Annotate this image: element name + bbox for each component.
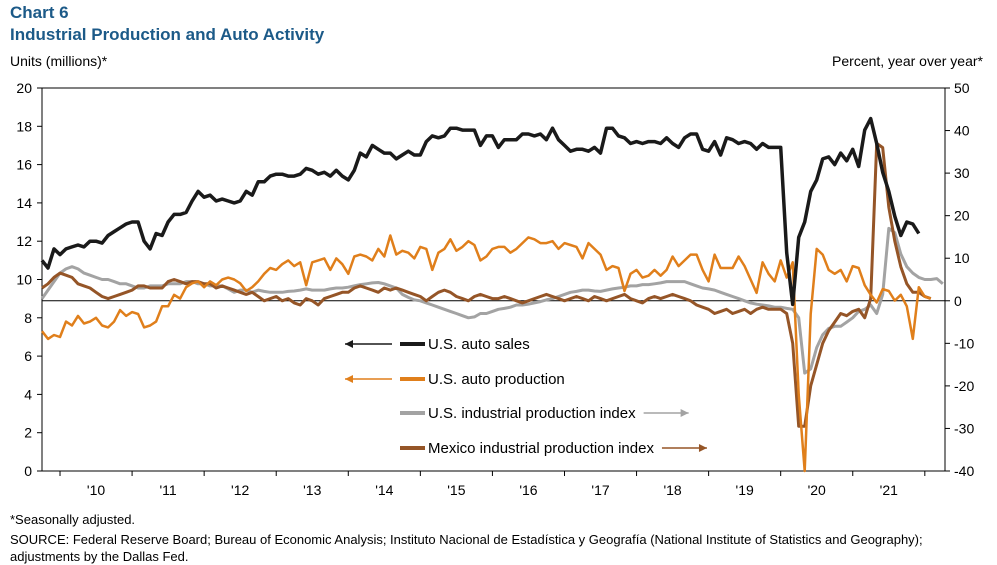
legend-arrowhead-u-s-industrial-production-index: [680, 409, 689, 417]
right-axis-tick-label: -40: [954, 463, 974, 479]
x-axis-tick-label: '17: [591, 482, 609, 498]
x-axis-tick-label: '11: [160, 482, 177, 498]
left-axis-tick-label: 12: [16, 233, 32, 249]
left-axis-tick-label: 0: [24, 463, 32, 479]
series-line-u-s-auto-production: [41, 234, 932, 473]
seasonal-adjustment-note: *Seasonally adjusted.: [10, 512, 136, 527]
series-line-mexico-industrial-production-index: [41, 141, 932, 428]
left-axis-tick-label: 6: [24, 348, 32, 364]
x-axis-tick-label: '16: [519, 482, 537, 498]
left-axis-unit-label: Units (millions)*: [10, 53, 108, 69]
x-axis-tick-label: '14: [375, 482, 393, 498]
right-axis-tick-label: 40: [954, 123, 970, 139]
left-axis-tick-label: 10: [16, 272, 32, 288]
series-line-u-s-auto-sales: [40, 116, 921, 307]
right-axis-tick-label: -20: [954, 378, 974, 394]
x-axis-tick-label: '10: [87, 482, 105, 498]
left-axis-tick-label: 18: [16, 118, 32, 134]
legend-arrowhead-u-s-auto-production: [345, 375, 353, 383]
right-axis-tick-label: -30: [954, 420, 974, 436]
left-axis-tick-label: 16: [16, 157, 32, 173]
x-axis-tick-label: '21: [880, 482, 898, 498]
right-axis-unit-label: Percent, year over year*: [832, 53, 983, 69]
legend-label-mexico-industrial-production-index: Mexico industrial production index: [428, 440, 654, 457]
right-axis-tick-label: 0: [954, 293, 962, 309]
legend-label-u-s-industrial-production-index: U.S. industrial production index: [428, 405, 636, 422]
left-axis-tick-label: 20: [16, 80, 32, 96]
x-axis-tick-label: '18: [663, 482, 681, 498]
legend-arrowhead-mexico-industrial-production-index: [698, 444, 707, 452]
x-axis-tick-label: '13: [303, 482, 321, 498]
right-axis-tick-label: -10: [954, 335, 974, 351]
legend-label-u-s-auto-production: U.S. auto production: [428, 371, 565, 388]
source-note: SOURCE: Federal Reserve Board; Bureau of…: [10, 532, 923, 564]
right-axis-tick-label: 10: [954, 250, 970, 266]
left-axis-tick-label: 14: [16, 195, 32, 211]
x-axis-tick-label: '15: [447, 482, 465, 498]
right-axis-tick-label: 50: [954, 80, 970, 96]
left-axis-tick-label: 8: [24, 310, 32, 326]
x-axis-tick-label: '20: [808, 482, 826, 498]
chart-title: Industrial Production and Auto Activity: [10, 25, 325, 44]
legend-label-u-s-auto-sales: U.S. auto sales: [428, 336, 530, 353]
right-axis-tick-label: 30: [954, 165, 970, 181]
chart-number: Chart 6: [10, 3, 69, 22]
legend-arrowhead-u-s-auto-sales: [345, 340, 353, 348]
right-axis-tick-label: 20: [954, 208, 970, 224]
x-axis-tick-label: '12: [231, 482, 249, 498]
left-axis-tick-label: 4: [24, 386, 32, 402]
x-axis-tick-label: '19: [736, 482, 754, 498]
left-axis-tick-label: 2: [24, 425, 32, 441]
